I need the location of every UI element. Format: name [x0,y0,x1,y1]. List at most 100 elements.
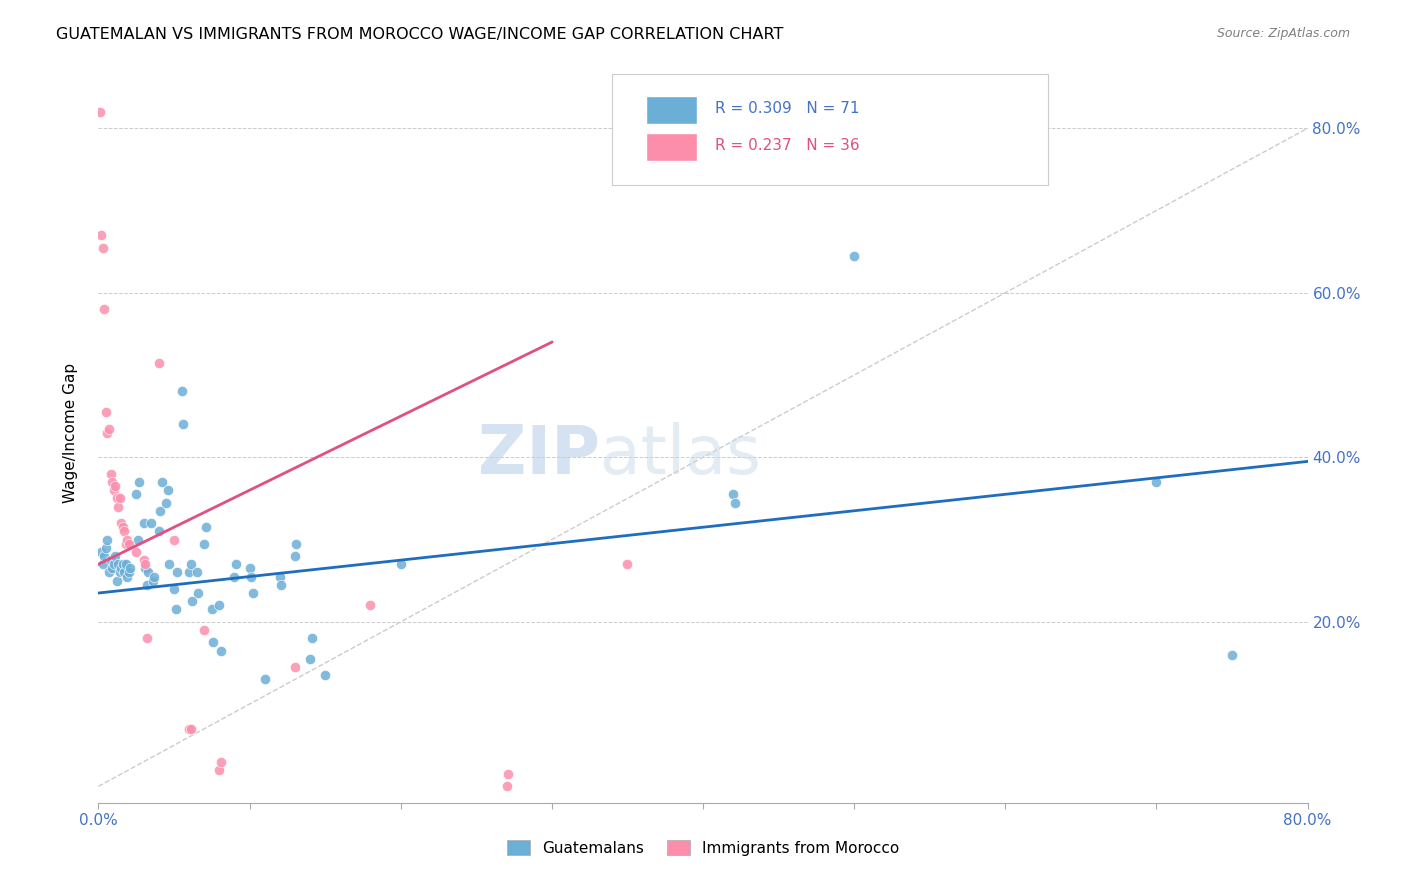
Point [90,228,112,243]
Point [105,574,128,588]
Point [496,767,519,781]
Point [134,558,156,572]
Point [148,356,170,370]
Point [723,487,745,501]
Point [156,483,179,498]
Point [134,561,156,575]
Point [142,574,165,588]
FancyBboxPatch shape [613,73,1047,185]
Point [159,558,181,572]
Point [170,384,193,399]
Point [844,249,866,263]
Point [193,536,215,550]
Point [111,558,134,572]
Point [225,558,247,572]
Point [96,425,118,440]
Point [114,536,136,550]
Point [104,479,127,493]
Point [112,566,135,580]
Point [1144,475,1167,489]
Point [108,491,131,506]
Point [89,104,111,119]
Point [91,558,114,572]
Point [125,487,148,501]
Point [240,569,263,583]
Point [179,722,201,736]
Point [101,561,124,575]
Point [224,569,246,583]
Point [155,495,177,509]
Point [163,533,186,547]
Text: ZIP: ZIP [478,422,600,488]
Point [299,652,322,666]
Point [179,566,201,580]
Point [141,516,163,530]
Point [111,520,134,534]
Point [181,594,204,608]
Point [193,623,215,637]
Point [180,558,202,572]
Point [94,405,117,419]
Point [284,660,307,674]
Point [269,569,291,583]
Point [125,545,148,559]
Point [301,632,323,646]
Text: atlas: atlas [600,422,761,488]
Point [112,524,135,539]
Point [96,533,118,547]
Point [180,722,202,736]
Point [209,643,232,657]
Point [239,561,262,575]
FancyBboxPatch shape [647,133,697,161]
Point [127,533,149,547]
Point [284,549,307,563]
Point [389,558,412,572]
Point [724,495,747,509]
Point [143,569,166,583]
Point [94,541,117,555]
Point [91,240,114,254]
Point [135,578,157,592]
Point [107,558,129,572]
Point [115,569,138,583]
Point [110,516,132,530]
Point [208,599,231,613]
Point [103,558,125,572]
Point [120,561,142,575]
Point [101,475,124,489]
Point [107,500,129,514]
Text: Source: ZipAtlas.com: Source: ZipAtlas.com [1216,27,1350,40]
Point [100,467,122,481]
Point [108,566,131,580]
Point [150,475,173,489]
Point [132,516,155,530]
Point [114,558,136,572]
Point [285,536,308,550]
Point [148,524,170,539]
Point [242,586,264,600]
Point [616,558,638,572]
Point [495,780,517,794]
Point [128,475,150,489]
FancyBboxPatch shape [647,95,697,124]
Point [93,302,115,317]
Text: GUATEMALAN VS IMMIGRANTS FROM MOROCCO WAGE/INCOME GAP CORRELATION CHART: GUATEMALAN VS IMMIGRANTS FROM MOROCCO WA… [56,27,783,42]
Text: R = 0.309   N = 71: R = 0.309 N = 71 [716,101,859,116]
Text: R = 0.237   N = 36: R = 0.237 N = 36 [716,138,859,153]
Point [118,566,141,580]
Y-axis label: Wage/Income Gap: Wage/Income Gap [63,362,77,503]
Point [163,582,186,596]
Point [208,763,231,777]
Point [135,632,157,646]
Point [115,533,138,547]
Point [104,549,127,563]
Point [103,483,125,498]
Point [93,549,115,563]
Point [165,602,187,616]
Point [201,602,224,616]
Legend: Guatemalans, Immigrants from Morocco: Guatemalans, Immigrants from Morocco [501,834,905,862]
Point [166,566,188,580]
Point [149,504,172,518]
Point [90,545,112,559]
Point [209,755,232,769]
